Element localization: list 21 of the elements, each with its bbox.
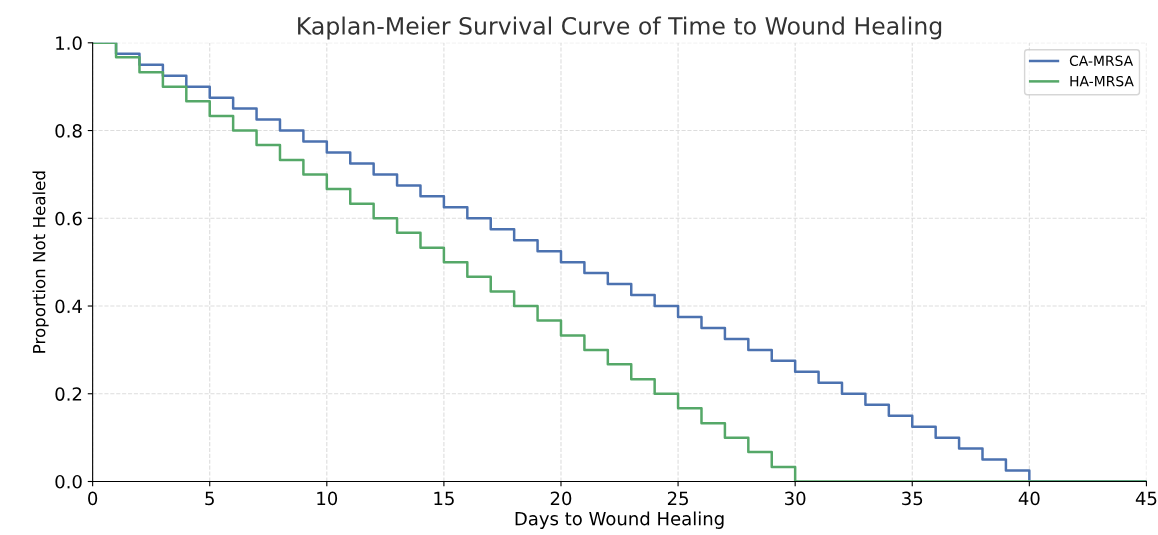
x-tick-label: 10	[317, 491, 338, 506]
x-tick-label: 0	[88, 491, 98, 506]
x-tick-label: 5	[205, 491, 214, 506]
x-tick-label: 35	[902, 491, 923, 506]
x-axis-title: Days to Wound Healing	[515, 511, 724, 529]
y-tick-label: 0.8	[55, 124, 82, 138]
legend-label: HA-MRSA	[1070, 75, 1134, 87]
x-tick-label: 15	[434, 491, 454, 506]
x-tick-label: 40	[1018, 491, 1040, 506]
x-tick-label: 20	[550, 491, 572, 506]
y-tick-label: 0.6	[55, 211, 82, 226]
y-tick-label: 0.2	[55, 387, 82, 401]
x-tick-label: 30	[785, 491, 806, 506]
y-tick-label: 0.0	[55, 474, 82, 489]
chart-title: Kaplan-Meier Survival Curve of Time to Wound Healing	[298, 16, 942, 40]
x-tick-label: 25	[667, 491, 688, 506]
y-tick-label: 0.4	[55, 299, 82, 314]
y-axis-title: Proportion Not Healed	[32, 171, 49, 353]
y-tick-label: 1.0	[56, 36, 82, 50]
legend-label: CA-MRSA	[1069, 55, 1134, 67]
x-tick-label: 45	[1135, 491, 1157, 506]
